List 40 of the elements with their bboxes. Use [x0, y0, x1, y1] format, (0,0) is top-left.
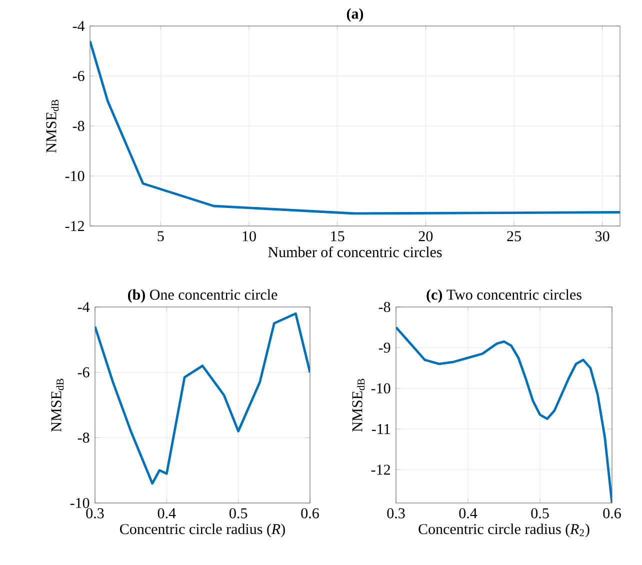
x-tick-label: 30	[596, 231, 610, 242]
y-tick-label: -4	[78, 302, 90, 312]
line-series	[90, 40, 620, 215]
y-tick-label: -10	[70, 498, 90, 508]
line-series	[95, 312, 310, 485]
y-axis-title: NMSE$_{dB}$	[352, 378, 365, 432]
x-tick-label: 0.5	[531, 508, 549, 518]
x-tick-label: 0.4	[158, 508, 176, 518]
x-tick-label: 0.4	[459, 508, 478, 518]
y-axis-title: NMSE$_{dB}$	[51, 378, 64, 432]
y-axis-title: NMSE$_{dB}$	[46, 100, 59, 153]
x-axis-title: Concentric circle radius (R)	[120, 524, 285, 538]
x-tick-label: 25	[507, 231, 521, 242]
x-tick-label: 0.3	[387, 508, 405, 518]
x-axis-title: Number of concentric circles	[268, 246, 442, 258]
y-tick-label: -6	[72, 70, 84, 82]
y-tick-label: -10	[65, 170, 84, 182]
y-tick-label: -10	[371, 383, 390, 394]
y-tick-label: -11	[372, 424, 390, 434]
y-tick-label: -4	[72, 21, 85, 31]
y-tick-label: -9	[378, 342, 390, 353]
x-tick-label: 0.6	[603, 508, 621, 518]
x-tick-label: 15	[331, 231, 344, 242]
chart-title: (a)	[346, 8, 364, 22]
x-tick-label: 5	[158, 231, 164, 242]
chart-title: (b) One concentric circle	[128, 289, 278, 303]
x-tick-label: 20	[418, 231, 433, 242]
chart-title: (c) Two concentric circles	[426, 289, 582, 303]
y-tick-label: -8	[72, 120, 84, 132]
y-tick-label: -12	[65, 221, 84, 231]
x-axis-title: Concentric circle radius (R$_{2}$)	[418, 524, 590, 538]
y-tick-label: -8	[78, 432, 90, 443]
x-tick-label: 10	[242, 231, 256, 242]
x-tick-label: 0.3	[86, 508, 104, 518]
y-tick-label: -8	[378, 302, 390, 312]
y-tick-label: -12	[371, 464, 390, 475]
x-tick-label: 0.5	[230, 508, 248, 518]
line-series	[396, 326, 612, 503]
y-tick-label: -6	[78, 367, 90, 378]
x-tick-label: 0.6	[301, 508, 319, 518]
